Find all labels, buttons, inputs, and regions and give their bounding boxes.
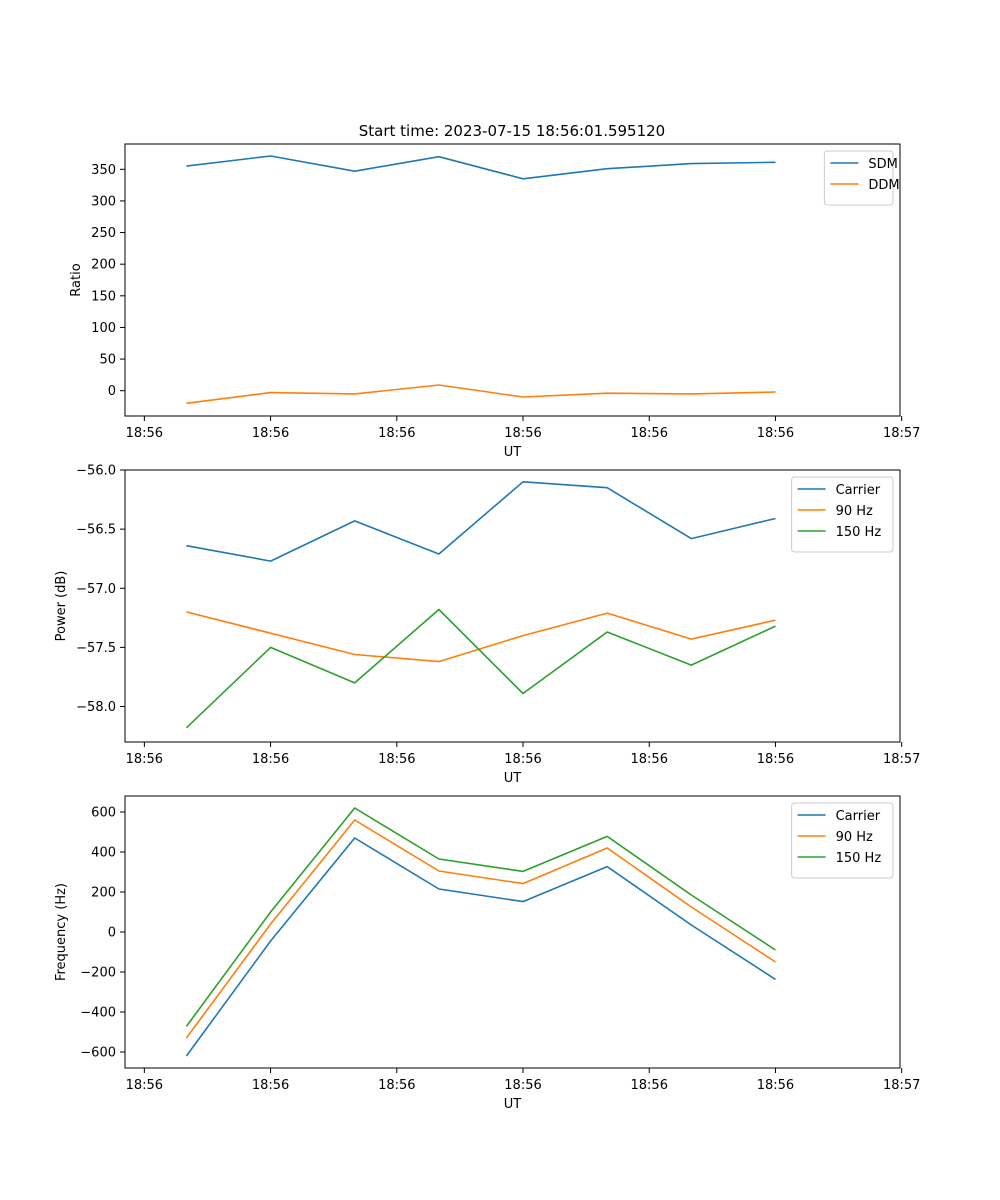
frequency-legend: Carrier 90 Hz 150 Hz (791, 802, 894, 879)
ratio-legend-label-ddm: DDM (868, 178, 899, 193)
frequency-series-150-hz (185, 807, 776, 1027)
figure-title: Start time: 2023-07-15 18:56:01.595120 (359, 122, 665, 140)
ratio-legend-box (823, 150, 894, 206)
ratio-y-tick-label: 50 (99, 353, 116, 368)
power-legend-label-90-hz: 90 Hz (836, 504, 873, 519)
ratio-x-tick-label: 18:56 (126, 426, 163, 441)
ratio-x-tick-label: 18:56 (631, 426, 668, 441)
ratio-y-tick-label: 150 (91, 289, 116, 304)
ratio-y-axis-label: Ratio (69, 263, 84, 296)
power-x-tick-label: 18:56 (757, 752, 794, 767)
ratio-legend-label-sdm: SDM (868, 157, 897, 172)
ratio-y-tick-label: 250 (91, 226, 116, 241)
frequency-y-tick-label: 400 (91, 846, 116, 861)
frequency-y-tick-label: −400 (80, 1006, 116, 1021)
frequency-x-tick-label: 18:56 (378, 1078, 415, 1093)
frequency-legend-label-150-hz: 150 Hz (836, 851, 882, 866)
power-y-tick-label: −57.0 (76, 582, 116, 597)
power-x-tick-label: 18:56 (252, 752, 289, 767)
power-y-tick-label: −58.0 (76, 700, 116, 715)
power-x-tick-label: 18:56 (504, 752, 541, 767)
power-series-carrier (186, 480, 776, 562)
power-legend-box (791, 476, 894, 553)
frequency-series-carrier (185, 837, 776, 1057)
power-y-tick-label: −56.5 (76, 523, 116, 538)
ratio-y-tick-label: 350 (91, 163, 116, 178)
power-x-tick-label: 18:56 (126, 752, 163, 767)
power-legend-label-carrier: Carrier (836, 483, 881, 498)
ratio-chart: 18:56 18:56 18:56 18:56 18:56 18:56 18:57 0 50 10… (69, 143, 920, 460)
ratio-y-tick-label: 100 (91, 321, 116, 336)
ratio-x-axis-label: UT (504, 445, 522, 460)
frequency-x-tick-label: 18:56 (757, 1078, 794, 1093)
frequency-series-90-hz (185, 819, 776, 1039)
ratio-x-tick-label: 18:56 (252, 426, 289, 441)
frequency-y-tick-label: 200 (91, 886, 116, 901)
power-chart: 18:56 18:56 18:56 18:56 18:56 18:56 18:57 −58.0… (54, 464, 920, 787)
frequency-x-tick-label: 18:56 (504, 1078, 541, 1093)
ratio-x-tick-label: 18:56 (504, 426, 541, 441)
frequency-legend-box (791, 802, 894, 879)
power-y-axis-label: Power (dB) (54, 571, 69, 642)
ratio-y-tick-label: 300 (91, 194, 116, 209)
power-series-90-hz (186, 611, 776, 663)
frequency-legend-label-90-hz: 90 Hz (836, 830, 873, 845)
frequency-chart: 18:56 18:56 18:56 18:56 18:56 18:56 18:57 −600 −… (54, 795, 920, 1112)
ratio-legend: SDM DDM (823, 150, 900, 206)
ratio-series-sdm (186, 155, 776, 180)
ratio-x-tick-label: 18:57 (883, 426, 920, 441)
ratio-series-ddm (186, 384, 776, 405)
power-x-tick-label: 18:56 (378, 752, 415, 767)
power-axes-frame (124, 469, 901, 743)
frequency-y-tick-label: −600 (80, 1046, 116, 1061)
frequency-y-tick-label: −200 (80, 966, 116, 981)
frequency-y-tick-label: 0 (108, 926, 116, 941)
power-x-tick-label: 18:57 (883, 752, 920, 767)
frequency-x-tick-label: 18:56 (126, 1078, 163, 1093)
frequency-x-tick-label: 18:56 (631, 1078, 668, 1093)
ratio-x-tick-label: 18:56 (378, 426, 415, 441)
frequency-legend-label-carrier: Carrier (836, 809, 881, 824)
power-x-tick-label: 18:56 (631, 752, 668, 767)
power-x-axis-label: UT (504, 771, 522, 786)
frequency-x-tick-label: 18:56 (252, 1078, 289, 1093)
frequency-y-tick-label: 600 (91, 806, 116, 821)
ratio-x-tick-label: 18:56 (757, 426, 794, 441)
power-y-tick-label: −56.0 (76, 464, 116, 479)
power-legend-label-150-hz: 150 Hz (836, 525, 882, 540)
power-y-tick-label: −57.5 (76, 641, 116, 656)
ratio-y-tick-label: 0 (108, 384, 116, 399)
power-series-150-hz (185, 608, 776, 729)
ratio-y-tick-label: 200 (91, 258, 116, 273)
frequency-x-axis-label: UT (504, 1097, 522, 1112)
frequency-x-tick-label: 18:57 (883, 1078, 920, 1093)
ratio-axes-frame (124, 143, 901, 417)
frequency-y-axis-label: Frequency (Hz) (54, 883, 69, 981)
power-legend: Carrier 90 Hz 150 Hz (791, 476, 894, 553)
